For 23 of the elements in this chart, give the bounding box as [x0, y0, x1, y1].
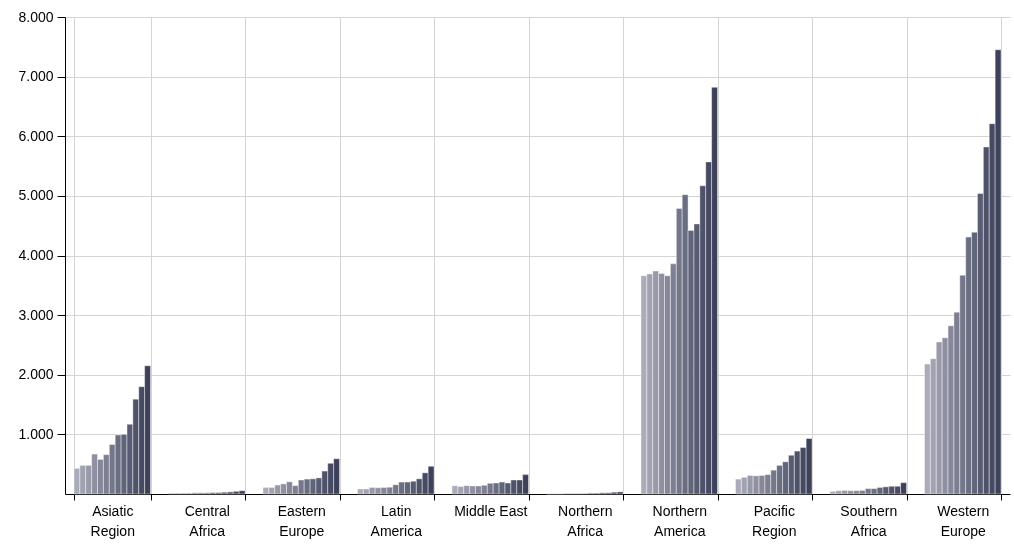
- bar: [73, 468, 81, 495]
- y-tick-label: 5.000: [18, 187, 54, 204]
- x-tick-label: Northern America: [652, 502, 707, 539]
- y-tick-label: 6.000: [18, 127, 54, 144]
- x-tick-label: Northern Africa: [558, 502, 613, 539]
- x-tick-label: Latin America: [370, 502, 423, 539]
- bar: [640, 275, 648, 495]
- x-tick-label: Eastern Europe: [277, 502, 326, 539]
- x-tick-label: Central Africa: [184, 502, 230, 539]
- y-tick-label: 8.000: [18, 8, 54, 25]
- x-tick-label: Western Europe: [937, 502, 990, 539]
- y-tick-label: 4.000: [18, 247, 54, 263]
- bar: [829, 491, 837, 495]
- y-tick-label: 7.000: [18, 68, 54, 85]
- y-tick-label: 1.000: [18, 425, 54, 442]
- bar: [451, 485, 459, 495]
- x-tick-label: Pacific Region: [752, 502, 797, 539]
- x-tick-label: Asiatic Region: [90, 502, 135, 539]
- x-tick-label: Southern Africa: [840, 502, 898, 539]
- x-tick-label: Middle East: [454, 502, 528, 519]
- y-tick-label: 3.000: [18, 306, 54, 323]
- y-tick-label: 2.000: [18, 366, 54, 383]
- bar: [262, 487, 270, 495]
